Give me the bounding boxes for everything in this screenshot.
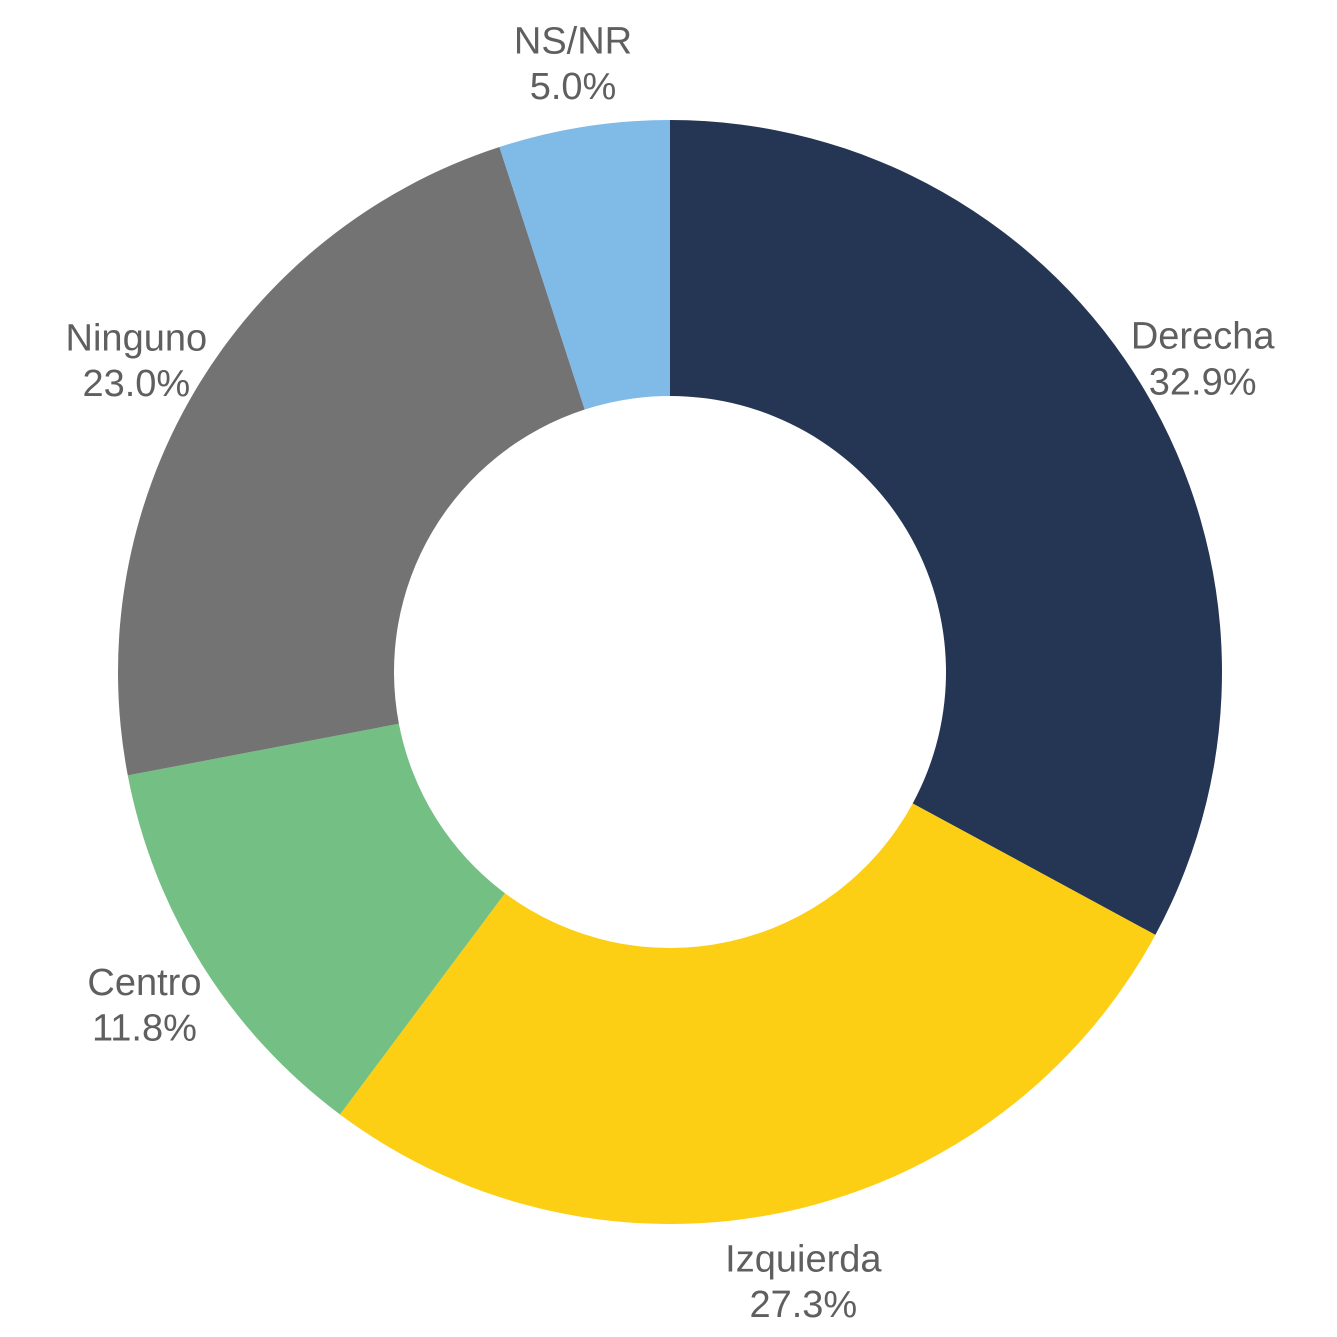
slice-label-centro: Centro 11.8% [87, 962, 201, 1050]
slice-derecha [670, 120, 1222, 935]
slice-label-ninguno: Ninguno 23.0% [66, 317, 208, 405]
slice-ns-nr [499, 120, 670, 410]
slice-category-label: Izquierda [725, 1238, 882, 1280]
slice-label-derecha: Derecha 32.9% [1131, 316, 1275, 404]
chart-labels: Derecha 32.9% Izquierda 27.3% Centro 11.8% Nin… [66, 21, 1276, 1326]
slice-category-label: NS/NR [514, 21, 632, 63]
slice-value-label: 5.0% [530, 66, 617, 108]
slice-value-label: 11.8% [92, 1008, 197, 1050]
slice-value-label: 23.0% [82, 363, 190, 405]
slice-value-label: 27.3% [749, 1284, 857, 1326]
slice-category-label: Ninguno [66, 317, 208, 359]
slice-ninguno [117, 147, 585, 776]
slice-label-izquierda: Izquierda 27.3% [725, 1238, 882, 1326]
slice-centro [127, 723, 505, 1115]
chart-slices [117, 120, 1222, 1225]
slice-category-label: Centro [87, 962, 201, 1004]
slice-label-ns-nr: NS/NR 5.0% [514, 21, 632, 109]
slice-category-label: Derecha [1131, 316, 1275, 358]
slice-value-label: 32.9% [1149, 361, 1257, 403]
slice-izquierda [339, 803, 1156, 1225]
